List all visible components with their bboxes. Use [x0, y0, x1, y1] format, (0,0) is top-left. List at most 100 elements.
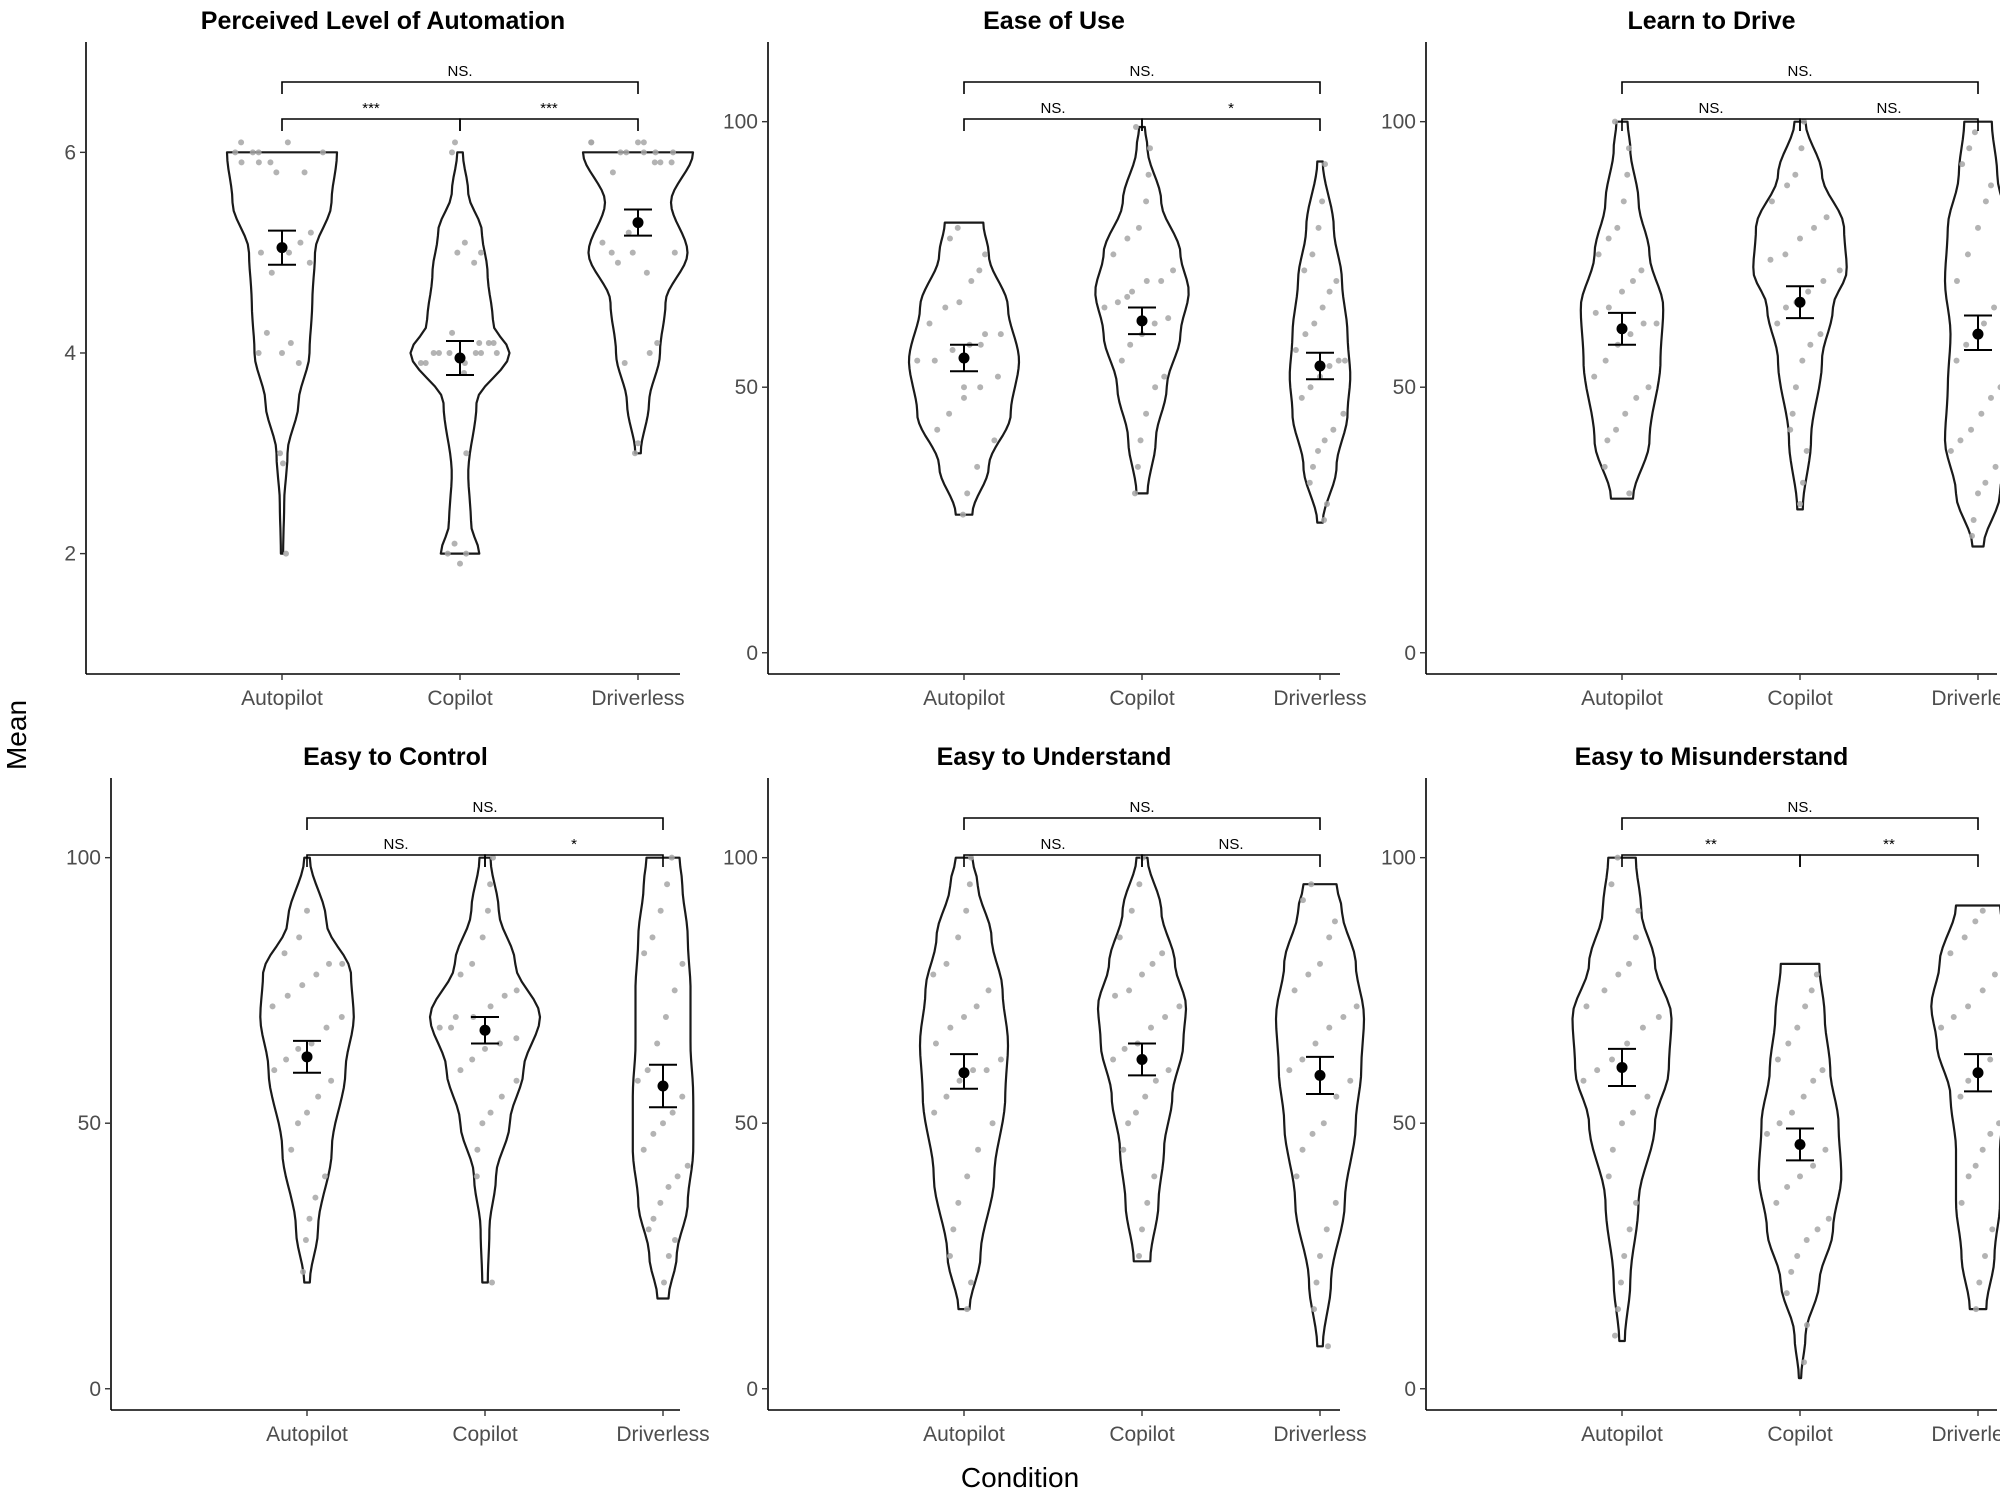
data-point: [1953, 277, 1960, 284]
data-point: [1969, 532, 1975, 539]
data-point: [652, 149, 659, 156]
data-point: [457, 971, 464, 978]
mean-point: [1616, 1061, 1628, 1073]
data-point: [328, 1077, 335, 1084]
significance-bracket: [281, 118, 461, 131]
data-point: [931, 357, 938, 364]
data-point: [932, 1040, 939, 1047]
data-point: [608, 249, 615, 256]
significance-label: NS.: [1218, 836, 1243, 853]
data-point: [1152, 384, 1159, 391]
data-point: [1618, 1279, 1624, 1286]
mean-point: [301, 1051, 313, 1063]
data-point: [1979, 907, 1986, 914]
significance-bracket: [1621, 817, 1979, 830]
significance-label: ***: [540, 100, 558, 117]
data-point: [621, 360, 628, 367]
data-point: [629, 249, 636, 256]
data-point: [982, 331, 989, 338]
data-point: [430, 349, 437, 356]
data-point: [1292, 347, 1299, 354]
data-point: [1330, 426, 1337, 433]
data-point: [255, 159, 262, 166]
data-point: [496, 1040, 503, 1047]
violin-outline: [581, 151, 695, 455]
data-point: [1165, 1067, 1172, 1074]
data-point: [1314, 447, 1321, 454]
data-point: [651, 159, 658, 166]
data-point: [1638, 267, 1645, 274]
data-point: [1326, 934, 1333, 941]
data-point: [315, 1093, 322, 1100]
data-point: [1823, 214, 1830, 221]
data-point: [1970, 516, 1977, 523]
data-point: [1979, 1146, 1986, 1153]
significance-bracket: [306, 854, 486, 867]
data-point: [1326, 288, 1333, 295]
data-point: [955, 934, 962, 941]
data-point: [1305, 971, 1312, 978]
data-point: [1626, 490, 1633, 497]
data-point: [1792, 384, 1799, 391]
violin-outline: [1579, 120, 1665, 500]
significance-bracket: [281, 81, 639, 94]
data-point: [1797, 1173, 1803, 1180]
data-point: [950, 1226, 957, 1233]
data-point: [1333, 1093, 1340, 1100]
data-point: [1810, 1077, 1817, 1084]
data-point: [997, 331, 1004, 338]
data-point: [1170, 267, 1177, 274]
data-point: [1614, 224, 1621, 231]
violin-outline: [1571, 856, 1673, 1343]
data-point: [513, 1077, 520, 1084]
data-point: [1127, 341, 1134, 348]
data-point: [599, 239, 606, 246]
data-point: [267, 159, 274, 166]
violin-outline: [1752, 120, 1848, 511]
significance-label: NS.: [1787, 63, 1812, 80]
x-tick-label: Autopilot: [1581, 687, 1663, 710]
data-point: [970, 1067, 977, 1074]
data-point: [654, 1040, 661, 1047]
mean-point: [1136, 1053, 1148, 1065]
data-point: [284, 139, 291, 146]
data-point: [1315, 224, 1322, 231]
y-tick-label: 100: [723, 847, 758, 870]
data-point: [1309, 463, 1316, 470]
data-point: [479, 1120, 486, 1127]
data-point: [1822, 1146, 1829, 1153]
data-point: [989, 1120, 996, 1127]
data-point: [1319, 304, 1326, 311]
data-point: [997, 1056, 1004, 1063]
data-point: [302, 1237, 309, 1244]
data-point: [1635, 907, 1642, 914]
data-point: [1975, 224, 1981, 231]
data-point: [478, 349, 485, 356]
data-point: [1124, 235, 1131, 242]
data-point: [1321, 516, 1327, 523]
data-point: [238, 139, 245, 146]
data-point: [1152, 1077, 1159, 1084]
data-point: [283, 550, 289, 557]
data-point: [961, 394, 967, 401]
data-point: [1605, 304, 1612, 311]
data-point: [1143, 277, 1150, 284]
data-point: [463, 550, 470, 557]
violin-outline: [409, 151, 511, 555]
y-tick-label: 2: [64, 543, 76, 566]
data-point: [1963, 341, 1970, 348]
data-point: [1774, 1056, 1781, 1063]
data-point: [654, 339, 661, 346]
data-point: [1116, 934, 1123, 941]
data-point: [1958, 1199, 1965, 1206]
violin-outline: [918, 856, 1010, 1311]
data-point: [1311, 320, 1318, 327]
data-point: [632, 450, 638, 457]
x-tick-label: Driverless: [616, 1423, 709, 1446]
data-point: [1306, 479, 1313, 486]
data-point: [985, 987, 992, 994]
mean-point: [1314, 1069, 1326, 1081]
data-point: [1165, 315, 1172, 322]
mean-point: [1972, 328, 1984, 340]
data-point: [286, 249, 293, 256]
